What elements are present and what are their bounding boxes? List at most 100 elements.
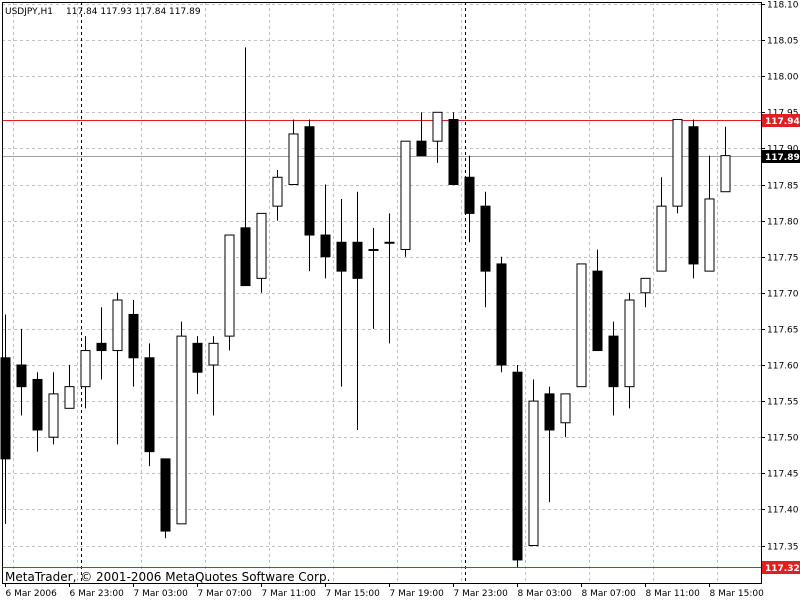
candle-body-bull bbox=[640, 277, 651, 294]
candle bbox=[624, 292, 635, 409]
candle bbox=[400, 140, 411, 257]
ohlc-readout: 117.84 117.93 117.84 117.89 bbox=[66, 7, 201, 17]
candle-body-bear bbox=[512, 371, 523, 561]
candle bbox=[464, 155, 475, 243]
candle bbox=[512, 365, 523, 568]
candle bbox=[192, 336, 203, 394]
candle-body-bull bbox=[624, 299, 635, 388]
y-tick-label: 117.55 bbox=[767, 398, 799, 408]
candle bbox=[0, 314, 11, 524]
candle-body-bear bbox=[544, 393, 555, 431]
candle bbox=[160, 458, 171, 539]
candle bbox=[336, 198, 347, 387]
candles bbox=[0, 47, 731, 568]
candle bbox=[288, 119, 299, 186]
candle-body-bear bbox=[128, 313, 139, 359]
candle bbox=[544, 386, 555, 503]
y-tick-label: 117.40 bbox=[767, 506, 799, 516]
candle bbox=[368, 227, 379, 329]
day-separators bbox=[81, 2, 466, 583]
candle bbox=[704, 155, 715, 272]
x-tick-label: 8 Mar 15:00 bbox=[710, 589, 765, 599]
level-tag-box bbox=[762, 114, 800, 127]
candle bbox=[304, 119, 315, 272]
candle bbox=[272, 170, 283, 221]
y-tick-label: 117.50 bbox=[767, 434, 799, 444]
candle-body-bear bbox=[480, 205, 491, 272]
bid-tag-box bbox=[762, 150, 800, 163]
symbol-label: USDJPY,H1 bbox=[5, 7, 53, 17]
x-tick-label: 8 Mar 03:00 bbox=[518, 589, 573, 599]
candle-body-bull bbox=[176, 335, 187, 525]
candle-body-bull bbox=[672, 119, 683, 207]
level-tag: 117.94 bbox=[762, 114, 800, 127]
y-tick-label: 117.60 bbox=[767, 362, 799, 372]
candle-body-bear bbox=[496, 263, 507, 366]
candle-body-bull bbox=[112, 299, 123, 352]
price-axis: 118.10 118.05 118.00 117.95 117.90 117.85 117.… bbox=[761, 1, 799, 553]
candle bbox=[560, 393, 571, 438]
candle-body-bull bbox=[208, 342, 219, 366]
x-tick-label: 7 Mar 11:00 bbox=[262, 589, 317, 599]
candle bbox=[688, 119, 699, 279]
candle bbox=[480, 191, 491, 308]
candle-body-bear bbox=[448, 119, 459, 185]
y-tick-label: 117.95 bbox=[767, 109, 799, 119]
bid-tag-label: 117.89 bbox=[765, 153, 800, 163]
y-tick-label: 117.65 bbox=[767, 326, 799, 336]
candle-body-bull bbox=[256, 212, 267, 279]
x-tick-label: 7 Mar 03:00 bbox=[134, 589, 189, 599]
candle-body-bull bbox=[384, 241, 395, 244]
candle bbox=[720, 126, 731, 193]
y-tick-label: 117.75 bbox=[767, 254, 799, 264]
y-tick-label: 117.85 bbox=[767, 182, 799, 192]
candle bbox=[320, 184, 331, 279]
candle-body-bear bbox=[96, 342, 107, 352]
candle bbox=[80, 336, 91, 409]
candle-body-bull bbox=[48, 393, 59, 438]
candle-body-bull bbox=[224, 234, 235, 337]
candle bbox=[96, 307, 107, 380]
candle-body-bear bbox=[464, 176, 475, 214]
candle-body-bull bbox=[288, 133, 299, 186]
candle-body-bear bbox=[320, 234, 331, 258]
x-tick-label: 6 Mar 23:00 bbox=[70, 589, 125, 599]
candle-body-bull bbox=[80, 350, 91, 388]
candle bbox=[640, 277, 651, 308]
candle-body-bear bbox=[592, 270, 603, 352]
y-tick-label: 117.90 bbox=[767, 145, 799, 155]
candle bbox=[240, 47, 251, 287]
candle-body-bear bbox=[336, 241, 347, 272]
candle bbox=[112, 292, 123, 445]
candle bbox=[672, 119, 683, 214]
candle-body-bull bbox=[400, 140, 411, 250]
candle bbox=[576, 263, 587, 388]
candle bbox=[592, 249, 603, 352]
level-tag-label: 117.94 bbox=[765, 117, 800, 127]
candle bbox=[208, 336, 219, 416]
candle-body-bull bbox=[432, 111, 443, 142]
level-tag-label: 117.32 bbox=[765, 564, 800, 574]
candle-body-bear bbox=[160, 458, 171, 532]
y-tick-label: 118.10 bbox=[767, 1, 799, 11]
candle-body-bull bbox=[368, 248, 379, 251]
candle bbox=[656, 177, 667, 272]
level-tag-box bbox=[762, 561, 800, 574]
x-tick-label: 8 Mar 11:00 bbox=[646, 589, 701, 599]
candle bbox=[256, 212, 267, 293]
time-axis: 6 Mar 2006 6 Mar 23:00 7 Mar 03:00 7 Mar 07… bbox=[5, 583, 765, 599]
candle-body-bull bbox=[528, 400, 539, 546]
candle-body-bear bbox=[240, 227, 251, 287]
price-tags: 117.94 117.32 117.89 bbox=[762, 114, 800, 574]
price-levels bbox=[2, 120, 761, 568]
candle-body-bear bbox=[608, 335, 619, 388]
candle-body-bear bbox=[304, 126, 315, 236]
candle bbox=[32, 372, 43, 452]
candle-body-bull bbox=[560, 393, 571, 424]
candle bbox=[448, 112, 459, 185]
candle-body-bull bbox=[704, 198, 715, 272]
x-tick-label: 7 Mar 23:00 bbox=[454, 589, 509, 599]
candle-body-bear bbox=[352, 241, 363, 279]
candle-body-bear bbox=[144, 357, 155, 453]
